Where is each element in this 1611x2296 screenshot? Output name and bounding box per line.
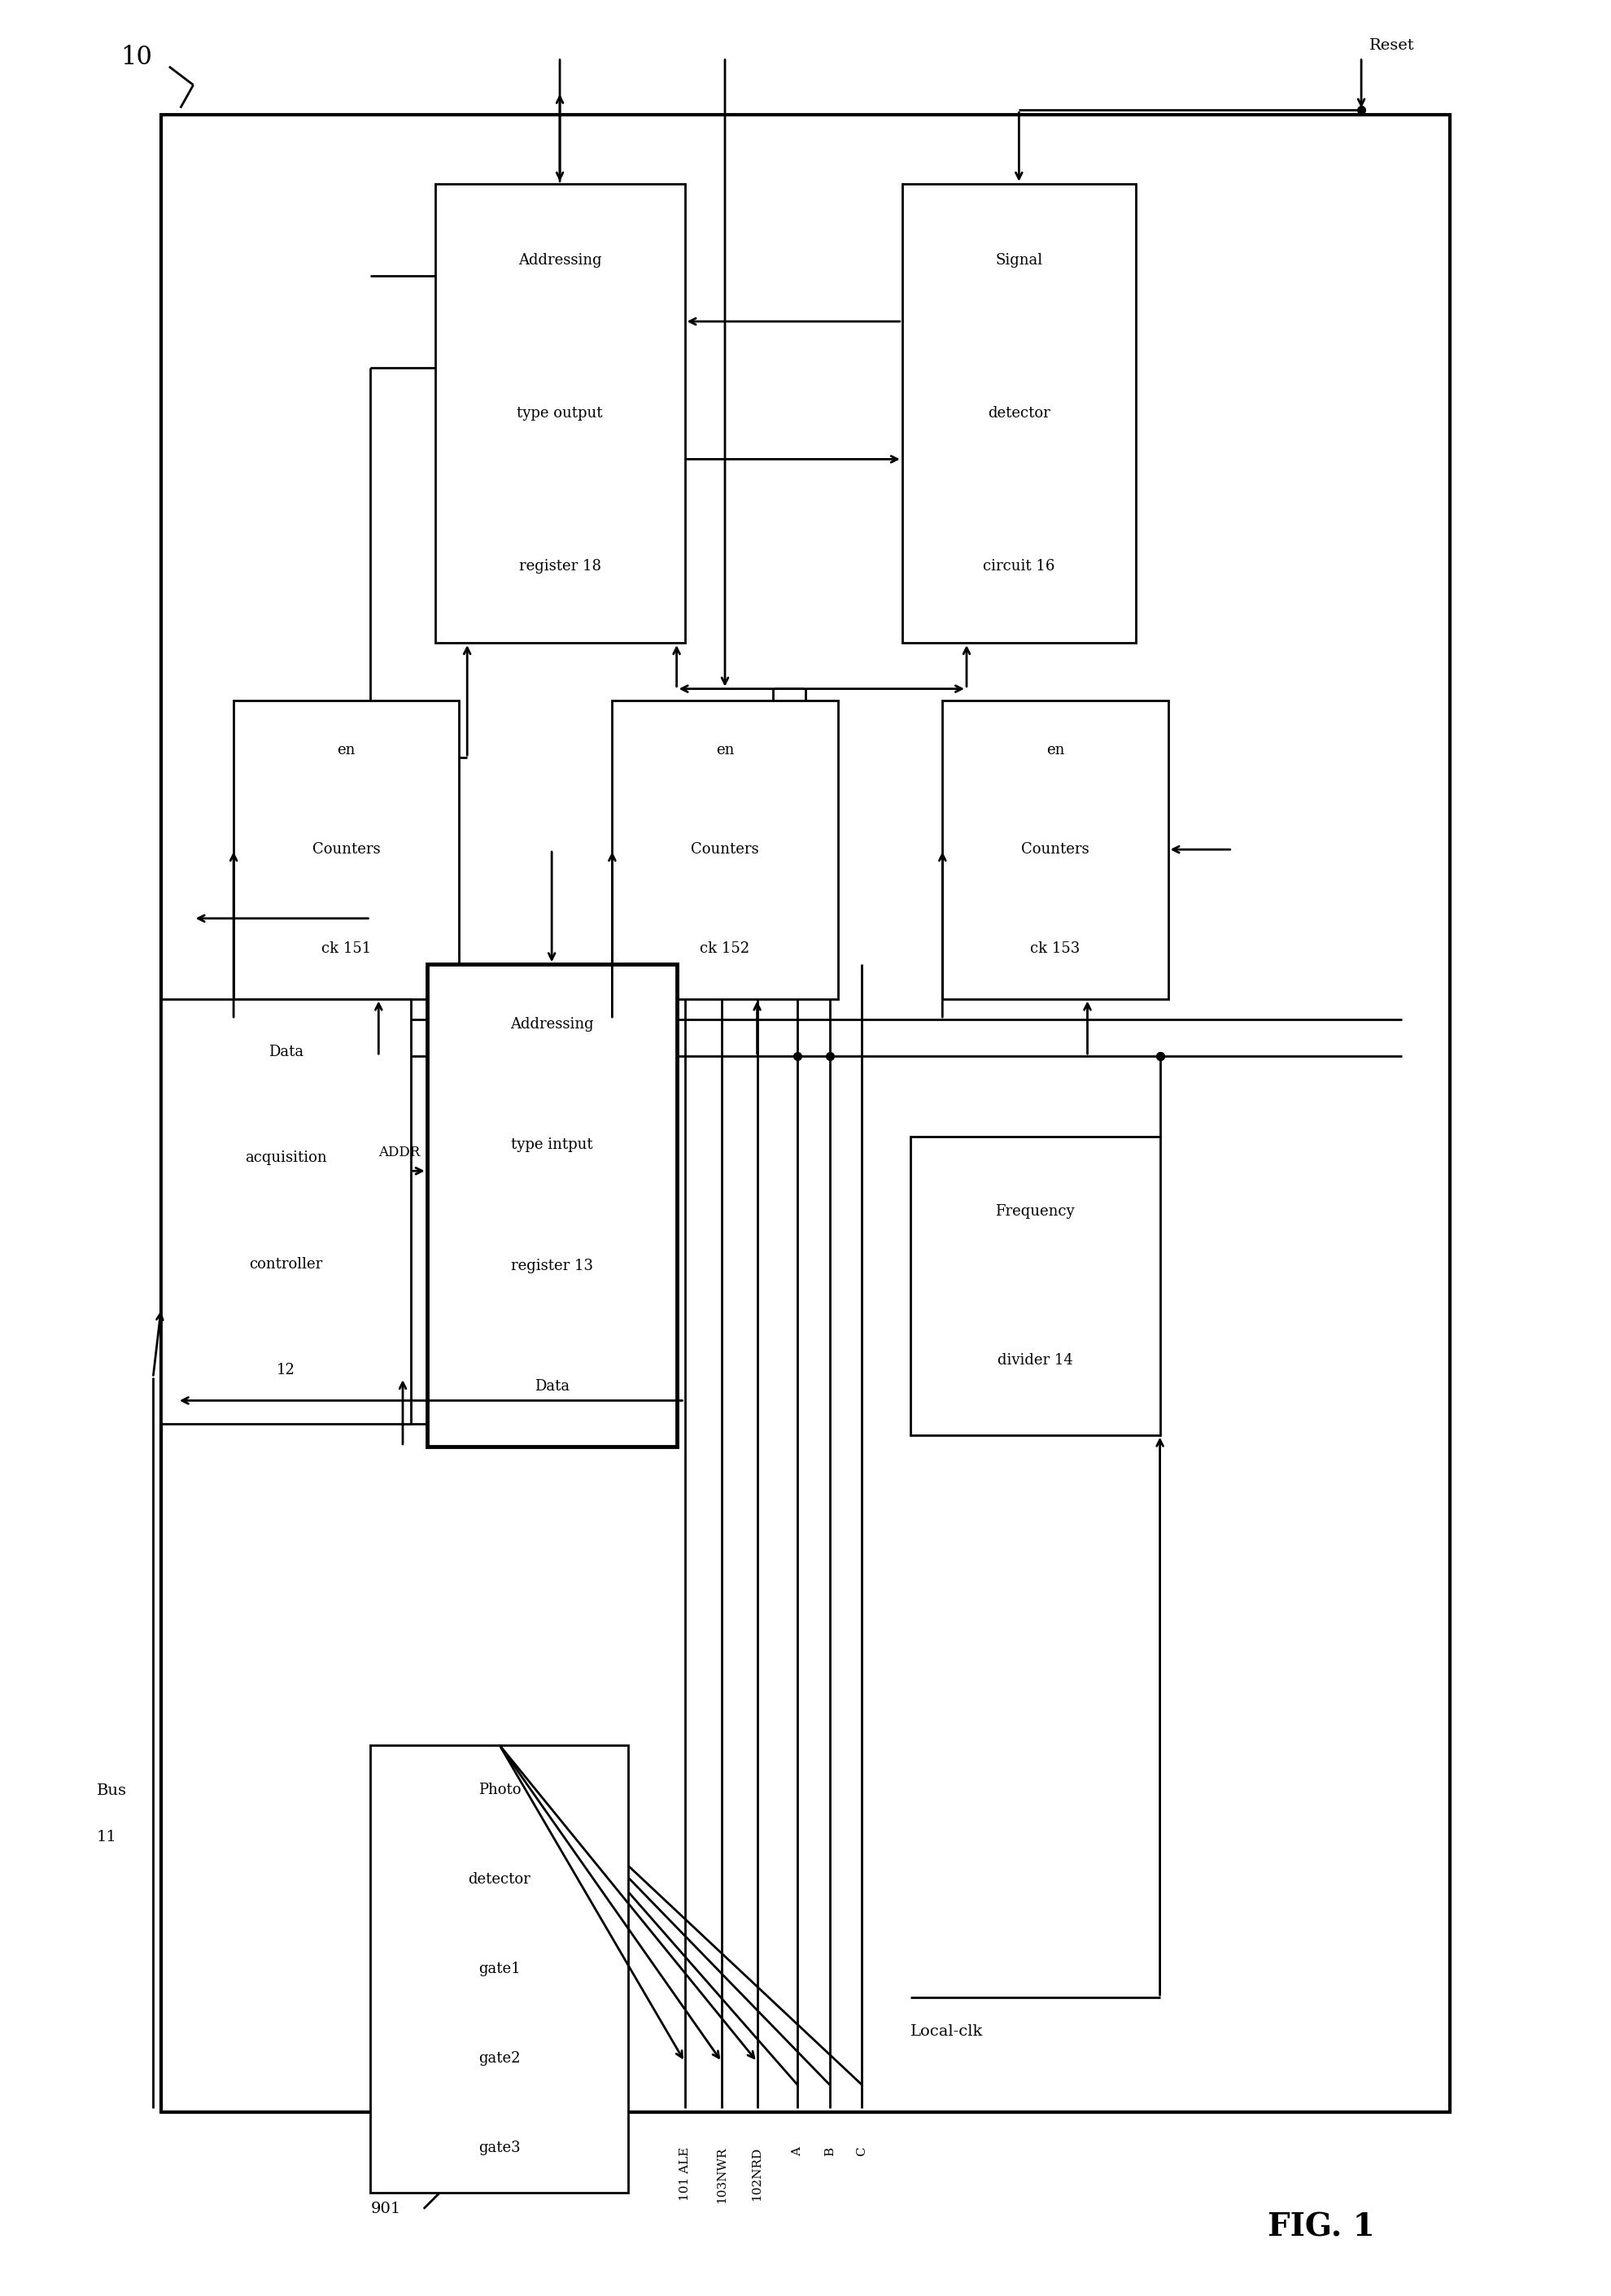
Text: Data: Data bbox=[269, 1045, 303, 1058]
Text: Data: Data bbox=[535, 1380, 569, 1394]
Text: C: C bbox=[855, 2147, 868, 2156]
Text: Counters: Counters bbox=[313, 843, 380, 856]
Text: register 13: register 13 bbox=[511, 1258, 593, 1272]
Text: FIG. 1: FIG. 1 bbox=[1268, 2211, 1374, 2243]
Text: type output: type output bbox=[517, 406, 603, 420]
Text: B: B bbox=[823, 2147, 836, 2156]
Text: en: en bbox=[715, 742, 735, 758]
Bar bbox=[942, 700, 1168, 999]
Bar bbox=[910, 1137, 1160, 1435]
Text: en: en bbox=[337, 742, 356, 758]
Text: Photo: Photo bbox=[478, 1782, 520, 1798]
Text: type intput: type intput bbox=[511, 1139, 593, 1153]
Text: Frequency: Frequency bbox=[996, 1203, 1075, 1219]
Text: Addressing: Addressing bbox=[519, 253, 601, 269]
Text: 901: 901 bbox=[371, 2202, 401, 2216]
Text: Reset: Reset bbox=[1369, 39, 1414, 53]
Text: Signal: Signal bbox=[996, 253, 1042, 269]
Text: detector: detector bbox=[469, 1871, 530, 1887]
Text: gate3: gate3 bbox=[478, 2140, 520, 2156]
Bar bbox=[161, 999, 411, 1424]
Bar bbox=[161, 115, 1450, 2112]
Text: ck 153: ck 153 bbox=[1031, 941, 1079, 957]
Text: 101 ALE: 101 ALE bbox=[678, 2147, 691, 2202]
Text: circuit 16: circuit 16 bbox=[983, 558, 1055, 574]
Text: register 18: register 18 bbox=[519, 558, 601, 574]
Text: ck 151: ck 151 bbox=[322, 941, 371, 957]
Text: detector: detector bbox=[988, 406, 1050, 420]
Text: Bus: Bus bbox=[97, 1784, 127, 1798]
Text: ck 152: ck 152 bbox=[701, 941, 749, 957]
Text: divider 14: divider 14 bbox=[997, 1352, 1073, 1368]
Text: controller: controller bbox=[250, 1256, 322, 1272]
Text: 102NRD: 102NRD bbox=[751, 2147, 764, 2200]
Bar bbox=[612, 700, 838, 999]
Bar bbox=[427, 964, 677, 1446]
Bar bbox=[902, 184, 1136, 643]
Text: gate2: gate2 bbox=[478, 2050, 520, 2066]
Text: 12: 12 bbox=[277, 1364, 295, 1378]
Text: Counters: Counters bbox=[691, 843, 759, 856]
Text: Addressing: Addressing bbox=[511, 1017, 593, 1031]
Text: 103NWR: 103NWR bbox=[715, 2147, 728, 2204]
Text: gate1: gate1 bbox=[478, 1961, 520, 1977]
Text: acquisition: acquisition bbox=[245, 1150, 327, 1166]
Text: Local-clk: Local-clk bbox=[910, 2025, 983, 2039]
Text: en: en bbox=[1046, 742, 1065, 758]
Text: ADDR: ADDR bbox=[379, 1146, 420, 1159]
Text: 11: 11 bbox=[97, 1830, 118, 1844]
Bar bbox=[435, 184, 685, 643]
Text: Counters: Counters bbox=[1021, 843, 1089, 856]
Text: A: A bbox=[791, 2147, 804, 2156]
Text: 10: 10 bbox=[121, 46, 153, 69]
Bar bbox=[371, 1745, 628, 2193]
Bar bbox=[234, 700, 459, 999]
